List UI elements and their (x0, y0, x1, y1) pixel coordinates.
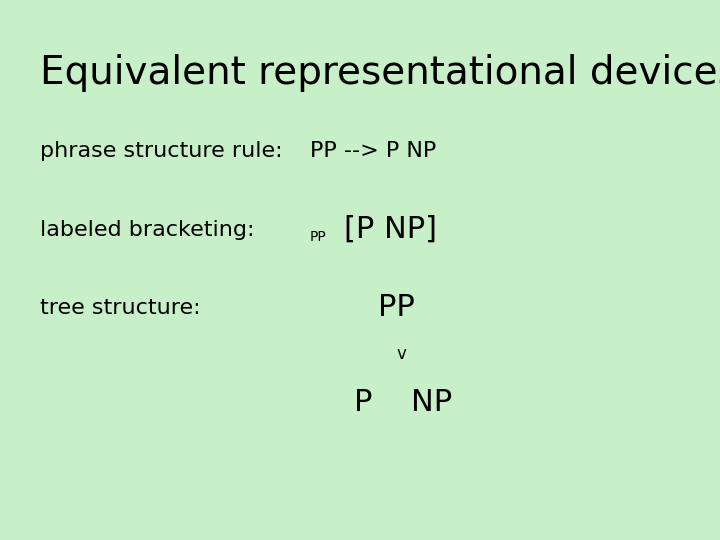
Text: PP: PP (310, 230, 326, 244)
Text: Equivalent representational devices: Equivalent representational devices (40, 54, 720, 92)
Text: [P NP]: [P NP] (344, 215, 437, 244)
Text: v: v (397, 345, 407, 363)
Text: labeled bracketing:: labeled bracketing: (40, 219, 254, 240)
Text: PP: PP (377, 293, 415, 322)
Text: phrase structure rule:: phrase structure rule: (40, 141, 282, 161)
Text: P: P (354, 388, 373, 417)
Text: PP --> P NP: PP --> P NP (310, 141, 436, 161)
Text: NP: NP (411, 388, 453, 417)
Text: tree structure:: tree structure: (40, 298, 200, 318)
